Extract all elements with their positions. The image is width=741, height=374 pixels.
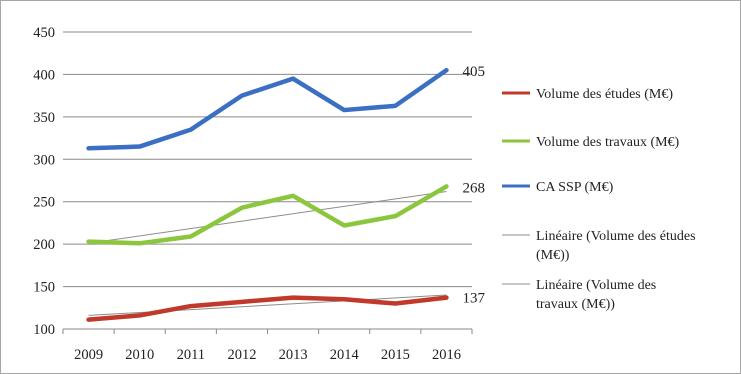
legend-label: travaux (M€))	[536, 297, 615, 312]
x-tick-label: 2014	[330, 347, 360, 363]
x-tick-label: 2010	[125, 347, 154, 363]
y-tick-label: 450	[33, 25, 55, 41]
x-tick-label: 2015	[381, 347, 410, 363]
x-tick-label: 2011	[177, 347, 205, 363]
trendlines	[88, 191, 447, 316]
series-line-1	[86, 295, 449, 322]
x-tick-label: 2012	[227, 347, 256, 363]
x-tick-label: 2016	[432, 347, 461, 363]
x-axis-ticks: 2009 2010 2011 2012 2013 2014 2015 2016	[62, 329, 473, 363]
x-tick-label: 2013	[279, 347, 308, 363]
legend: Volume des études (M€) Volume des travaux…	[502, 87, 696, 312]
y-tick-label: 350	[33, 110, 55, 126]
series-lines	[86, 67, 449, 322]
y-tick-label: 200	[33, 237, 55, 253]
end-value-label: 405	[462, 64, 485, 80]
end-value-label: 268	[462, 180, 485, 196]
legend-label: CA SSP (M€)	[536, 180, 614, 195]
series-line-2	[86, 184, 449, 246]
legend-label: Linéaire (Volume des	[536, 278, 656, 293]
gridlines	[63, 31, 472, 330]
legend-label: Volume des travaux (M€)	[536, 135, 680, 150]
y-tick-label: 250	[33, 195, 55, 211]
y-tick-label: 300	[33, 152, 55, 168]
end-value-label: 137	[462, 291, 485, 307]
y-tick-label: 150	[33, 280, 55, 296]
legend-label: (M€))	[536, 248, 570, 263]
y-axis-ticks: 100 150 200 250 300 350 400 450	[33, 25, 55, 338]
y-tick-label: 100	[33, 322, 55, 338]
y-tick-label: 400	[33, 67, 55, 83]
legend-label: Linéaire (Volume des études	[536, 229, 696, 244]
trendline-2	[88, 191, 447, 244]
legend-label: Volume des études (M€)	[536, 87, 673, 102]
x-tick-label: 2009	[74, 347, 103, 363]
data-labels: 137 268 405	[462, 64, 485, 306]
series-line-3	[86, 67, 449, 151]
